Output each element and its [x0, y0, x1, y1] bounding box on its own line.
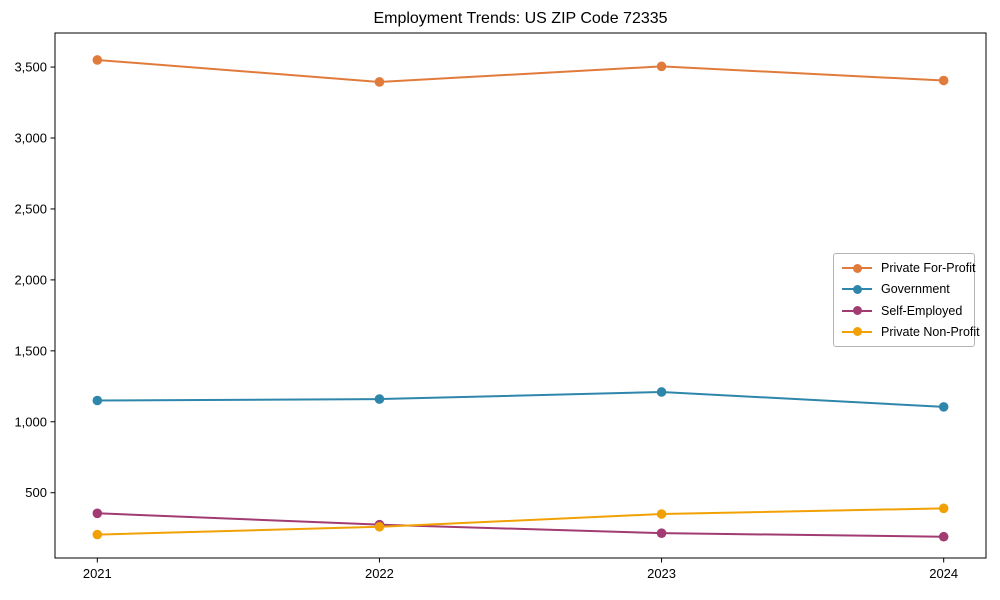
legend-label: Private Non-Profit — [881, 324, 980, 339]
y-tick-label: 500 — [25, 485, 47, 500]
data-point-marker — [656, 509, 667, 519]
data-point-marker — [92, 529, 103, 540]
legend-label: Government — [881, 282, 950, 297]
legend-label: Self-Employed — [881, 303, 963, 318]
data-point-marker — [92, 55, 103, 65]
y-tick-label: 2,500 — [14, 201, 47, 216]
y-tick-label: 1,000 — [14, 414, 47, 429]
legend: Private For-Profit Government Self-Emplo… — [833, 253, 980, 347]
data-point-marker — [656, 387, 667, 397]
data-point-marker — [374, 77, 385, 87]
y-tick-label: 2,000 — [14, 272, 47, 287]
line-marker-icon — [842, 306, 872, 316]
data-point-marker — [938, 402, 949, 412]
y-tick-label: 3,500 — [14, 60, 47, 75]
chart-title: Employment Trends: US ZIP Code 72335 — [373, 10, 668, 27]
legend-label: Private For-Profit — [881, 261, 976, 276]
data-point-marker — [374, 521, 385, 532]
data-point-marker — [938, 503, 949, 514]
x-tick-label: 2022 — [365, 566, 394, 581]
line-marker-icon — [842, 284, 872, 294]
data-point-marker — [656, 528, 667, 538]
series-line-private-for-profit — [96, 58, 945, 83]
data-point-marker — [938, 75, 949, 86]
series-line-government — [96, 390, 945, 408]
plot-frame — [54, 32, 987, 559]
legend-item-private-non-profit: Private Non-Profit — [842, 325, 980, 339]
line-marker-icon — [842, 327, 872, 337]
legend-item-self-employed: Self-Employed — [842, 304, 966, 318]
data-point-marker — [938, 531, 949, 542]
data-point-marker — [374, 394, 385, 404]
legend-item-private-for-profit: Private For-Profit — [842, 261, 975, 275]
y-tick-label: 3,000 — [14, 131, 47, 146]
legend-item-government: Government — [842, 282, 966, 296]
data-point-marker — [92, 395, 103, 406]
x-tick-label: 2023 — [647, 566, 676, 581]
y-tick-label: 1,500 — [14, 343, 47, 358]
x-tick-label: 2021 — [83, 566, 112, 581]
data-point-marker — [656, 61, 667, 72]
data-point-marker — [92, 508, 103, 519]
series-line-private-non-profit — [96, 507, 945, 536]
x-tick-label: 2024 — [929, 566, 958, 581]
line-marker-icon — [842, 263, 872, 273]
series-line-self-employed — [96, 512, 945, 538]
